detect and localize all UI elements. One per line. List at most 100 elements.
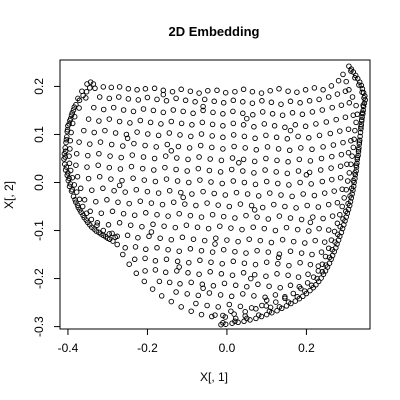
data-point: [335, 77, 342, 84]
data-point: [237, 303, 244, 310]
data-point: [311, 192, 318, 199]
data-point: [88, 216, 95, 223]
data-point: [358, 82, 365, 89]
data-point: [267, 190, 273, 196]
data-point: [358, 116, 365, 123]
data-point: [246, 236, 252, 242]
data-point: [213, 235, 219, 241]
data-point: [265, 249, 272, 255]
data-point: [342, 114, 349, 120]
data-point: [255, 312, 262, 318]
data-point: [349, 94, 356, 100]
data-point: [135, 97, 142, 103]
data-point: [323, 119, 330, 125]
data-point: [341, 195, 347, 201]
data-point: [240, 110, 246, 117]
data-point: [304, 280, 311, 286]
data-point: [67, 137, 74, 144]
data-point: [177, 281, 183, 287]
data-point: [193, 300, 199, 307]
data-point: [98, 210, 105, 216]
data-point: [320, 215, 326, 222]
data-point: [244, 115, 250, 122]
data-point: [118, 154, 124, 161]
data-point: [276, 213, 283, 219]
data-point: [174, 258, 181, 265]
data-point: [147, 119, 154, 126]
data-point: [319, 107, 326, 113]
data-point: [251, 207, 258, 213]
data-point: [218, 157, 225, 164]
data-point: [287, 282, 294, 289]
data-point: [75, 95, 81, 102]
data-point: [334, 91, 341, 97]
data-point: [210, 109, 216, 116]
data-point: [334, 220, 341, 227]
data-point: [127, 222, 134, 228]
data-point: [131, 256, 138, 263]
data-point: [235, 238, 241, 245]
data-point: [284, 170, 291, 177]
data-point: [329, 104, 335, 111]
data-point: [297, 100, 303, 106]
data-point: [200, 285, 206, 291]
data-point: [356, 82, 362, 88]
data-point: [145, 131, 151, 137]
data-point: [141, 278, 148, 285]
data-point: [338, 102, 345, 108]
data-point: [102, 127, 108, 134]
data-point: [337, 211, 343, 218]
data-point: [228, 166, 235, 173]
data-point: [337, 128, 343, 134]
data-point: [253, 306, 259, 312]
data-point: [252, 181, 259, 188]
data-point: [354, 111, 361, 118]
data-point: [117, 166, 124, 172]
data-point: [228, 225, 234, 231]
data-point: [338, 151, 345, 158]
data-point: [173, 289, 179, 295]
data-point: [235, 319, 241, 326]
data-point: [304, 202, 310, 209]
data-point: [212, 241, 218, 247]
data-point: [184, 291, 190, 297]
data-point: [163, 256, 170, 263]
y-tick-label: -0.3: [32, 316, 46, 337]
data-point: [180, 194, 186, 201]
data-point: [275, 146, 282, 152]
data-point: [329, 153, 335, 160]
data-point: [353, 119, 359, 126]
data-point: [267, 87, 273, 94]
data-point: [68, 112, 75, 118]
data-point: [335, 231, 341, 238]
data-point: [222, 89, 229, 96]
data-point: [248, 275, 254, 282]
data-point: [158, 121, 164, 127]
data-point: [87, 141, 93, 147]
data-point: [222, 314, 229, 320]
data-point: [268, 239, 275, 246]
data-point: [241, 179, 248, 186]
data-point: [66, 175, 72, 181]
y-tick-label: 0.1: [32, 126, 46, 143]
data-point: [151, 85, 158, 92]
data-point: [309, 146, 315, 153]
data-point: [263, 311, 270, 318]
data-point: [269, 111, 276, 117]
data-point: [348, 161, 354, 167]
data-point: [70, 193, 77, 200]
data-point: [294, 294, 301, 300]
data-point: [131, 212, 138, 218]
data-point: [204, 302, 210, 309]
data-point: [242, 313, 248, 319]
data-point: [148, 200, 155, 206]
data-point: [316, 96, 322, 103]
data-point: [244, 283, 250, 290]
data-point: [209, 313, 215, 320]
data-point: [208, 259, 214, 265]
data-point: [349, 153, 355, 159]
data-point: [285, 299, 292, 305]
data-point: [263, 155, 269, 162]
data-point: [83, 95, 89, 101]
data-point: [356, 141, 363, 147]
